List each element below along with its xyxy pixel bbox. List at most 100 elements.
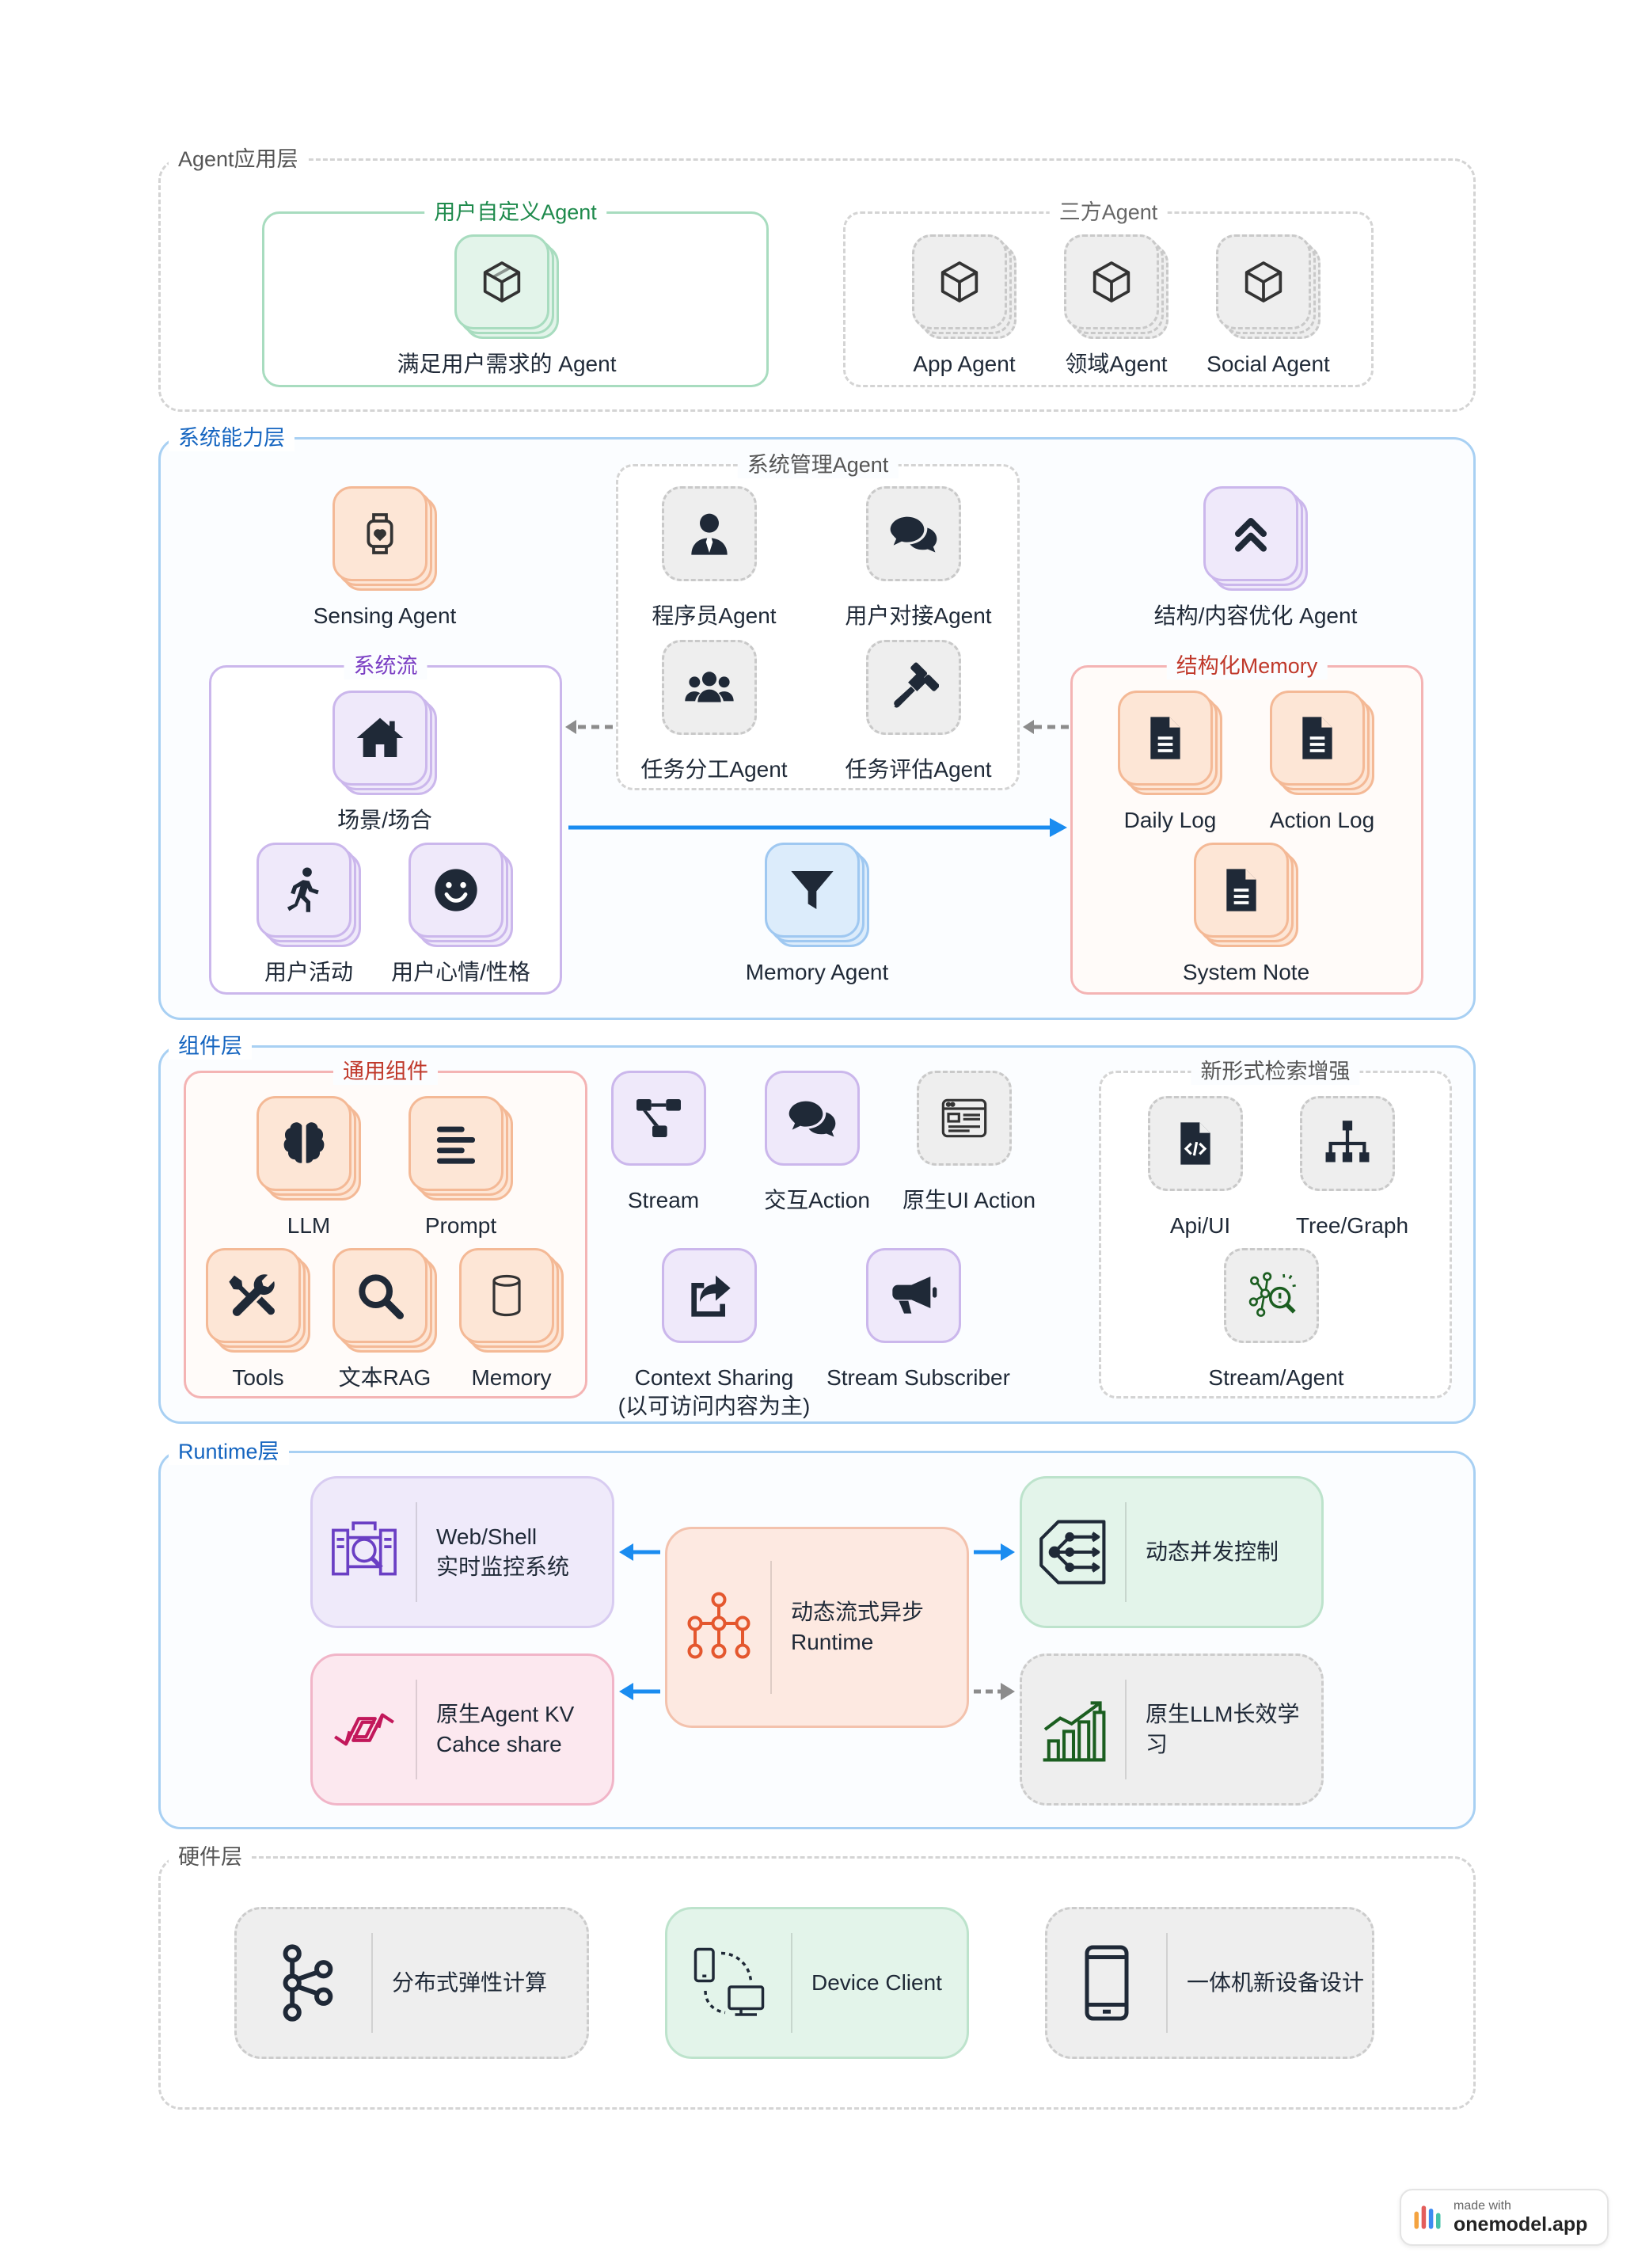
node-label: Stream Subscriber — [826, 1365, 1010, 1390]
node-label: System Note — [1182, 960, 1310, 984]
scene-node[interactable]: 场景/场合 — [294, 691, 476, 835]
onemodel-logo-icon — [1401, 2200, 1454, 2235]
sensing-agent-node[interactable]: Sensing Agent — [294, 486, 476, 630]
third-party-agent-group: 三方Agent — [843, 199, 1374, 387]
context-sharing-node[interactable]: Context Sharing (以可访问内容为主) — [599, 1248, 829, 1421]
node-label: 结构/内容优化 Agent — [1153, 603, 1358, 628]
cube-icon — [454, 234, 549, 329]
stream-node[interactable]: Stream — [572, 1071, 754, 1215]
node-label: 任务评估Agent — [845, 757, 992, 782]
programmer-agent-node[interactable]: 程序员Agent — [623, 486, 805, 630]
layer-title: 系统能力层 — [169, 424, 294, 451]
group-title: 三方Agent — [1049, 199, 1168, 226]
structure-optimize-agent-node[interactable]: 结构/内容优化 Agent — [1137, 486, 1374, 630]
node-label: Tools — [232, 1365, 284, 1390]
tree-graph-node[interactable]: Tree/Graph — [1261, 1096, 1443, 1240]
growth-chart-icon — [1022, 1656, 1125, 1803]
node-label: 程序员Agent — [652, 603, 777, 628]
node-label: Prompt — [424, 1213, 497, 1238]
agent-app-layer: Agent应用层 用户自定义Agent 三方Agent — [158, 146, 1476, 412]
node-label: Action Log — [1269, 808, 1375, 832]
card-text: 动态流式异步 Runtime — [791, 1600, 925, 1654]
integrated-device-card[interactable]: 一体机新设备设计 — [1045, 1907, 1374, 2059]
card-text: Web/Shell 实时监控系统 — [436, 1524, 570, 1579]
user-need-agent-node[interactable]: 满足用户需求的 Agent — [380, 234, 633, 379]
layer-title: Agent应用层 — [169, 146, 308, 173]
monitor-system-card[interactable]: Web/Shell 实时监控系统 — [310, 1476, 614, 1628]
arrow-runtime-to-learning — [974, 1683, 1015, 1700]
cube-icon — [1216, 234, 1311, 329]
task-eval-agent-node[interactable]: 任务评估Agent — [827, 640, 1009, 784]
api-ui-node[interactable]: Api/UI — [1109, 1096, 1291, 1240]
app-agent-node[interactable]: App Agent — [873, 234, 1055, 379]
native-ui-action-node[interactable]: 原生UI Action — [878, 1071, 1060, 1215]
node-label: 交互Action — [764, 1188, 870, 1212]
file-lines-icon — [1270, 691, 1365, 786]
share-arrows-icon — [313, 1656, 416, 1803]
monitor-search-icon — [313, 1478, 416, 1626]
badge-brand-text: onemodel.app — [1454, 2213, 1588, 2236]
file-code-icon — [1148, 1096, 1243, 1191]
arrow-runtime-to-kv — [619, 1683, 660, 1700]
arrow-memory-to-manage — [1023, 720, 1069, 734]
group-title: 结构化Memory — [1166, 653, 1328, 679]
user-contact-agent-node[interactable]: 用户对接Agent — [827, 486, 1009, 630]
arrow-manage-to-flow — [565, 720, 613, 734]
arrow-runtime-to-concurrency — [974, 1543, 1015, 1561]
system-note-node[interactable]: System Note — [1155, 843, 1337, 987]
memory-component-node[interactable]: Memory — [420, 1248, 602, 1392]
browser-window-icon — [917, 1071, 1012, 1166]
node-label: Stream/Agent — [1208, 1365, 1344, 1390]
node-label: Memory Agent — [745, 960, 889, 984]
kv-cache-card[interactable]: 原生Agent KV Cahce share — [310, 1653, 614, 1806]
action-log-node[interactable]: Action Log — [1231, 691, 1413, 835]
group-title: 系统流 — [344, 653, 428, 679]
user-activity-node[interactable]: 用户活动 — [218, 843, 400, 987]
node-label: 场景/场合 — [337, 808, 432, 832]
node-label: Sensing Agent — [313, 603, 457, 628]
user-mood-node[interactable]: 用户心情/性格 — [370, 843, 552, 987]
group-title: 通用组件 — [333, 1058, 438, 1085]
arrow-runtime-to-monitor — [619, 1543, 660, 1561]
device-client-card[interactable]: Device Client — [665, 1907, 969, 2059]
domain-agent-node[interactable]: 领域Agent — [1025, 234, 1207, 379]
node-label: 用户活动 — [264, 960, 353, 984]
arrow-flow-to-memory — [568, 818, 1067, 837]
llm-learning-card[interactable]: 原生LLM长效学 习 — [1020, 1653, 1324, 1806]
llm-node[interactable]: LLM — [218, 1096, 400, 1240]
node-label: 用户心情/性格 — [391, 960, 530, 984]
node-label: Stream — [627, 1188, 700, 1212]
concurrency-control-card[interactable]: 动态并发控制 — [1020, 1476, 1324, 1628]
node-label: 任务分工Agent — [640, 757, 788, 782]
mobile-phone-icon — [1047, 1909, 1166, 2057]
node-label: 文本RAG — [338, 1365, 431, 1390]
runtime-center-card[interactable]: 动态流式异步 Runtime — [665, 1527, 969, 1728]
card-text: 原生Agent KV Cahce share — [436, 1702, 575, 1756]
comments-icon — [866, 486, 961, 581]
node-label: 领域Agent — [1065, 352, 1168, 376]
distributed-compute-card[interactable]: 分布式弹性计算 — [234, 1907, 589, 2059]
person-walking-icon — [256, 843, 352, 938]
diagram-project-icon — [611, 1071, 706, 1166]
daily-log-node[interactable]: Daily Log — [1079, 691, 1261, 835]
interaction-action-node[interactable]: 交互Action — [726, 1071, 908, 1215]
magnifying-glass-icon — [332, 1248, 428, 1343]
node-label: Context Sharing — [634, 1365, 794, 1390]
memory-agent-node[interactable]: Memory Agent — [726, 843, 908, 987]
text-rag-node[interactable]: 文本RAG — [294, 1248, 476, 1392]
cluster-nodes-icon — [237, 1909, 371, 2057]
comments-icon — [765, 1071, 860, 1166]
task-division-agent-node[interactable]: 任务分工Agent — [623, 640, 805, 784]
user-tie-icon — [662, 486, 757, 581]
custom-agent-group: 用户自定义Agent — [262, 199, 769, 387]
node-label: Daily Log — [1123, 808, 1217, 832]
stream-subscriber-node[interactable]: Stream Subscriber — [804, 1248, 1033, 1392]
card-text: Device Client — [811, 1970, 942, 1995]
sitemap-icon — [1300, 1096, 1395, 1191]
stream-agent-node[interactable]: Stream/Agent — [1185, 1248, 1367, 1392]
tools-node[interactable]: Tools — [167, 1248, 349, 1392]
prompt-node[interactable]: Prompt — [370, 1096, 552, 1240]
made-with-badge[interactable]: made with onemodel.app — [1400, 2189, 1609, 2246]
social-agent-node[interactable]: Social Agent — [1177, 234, 1359, 379]
card-text: 动态并发控制 — [1146, 1539, 1279, 1564]
